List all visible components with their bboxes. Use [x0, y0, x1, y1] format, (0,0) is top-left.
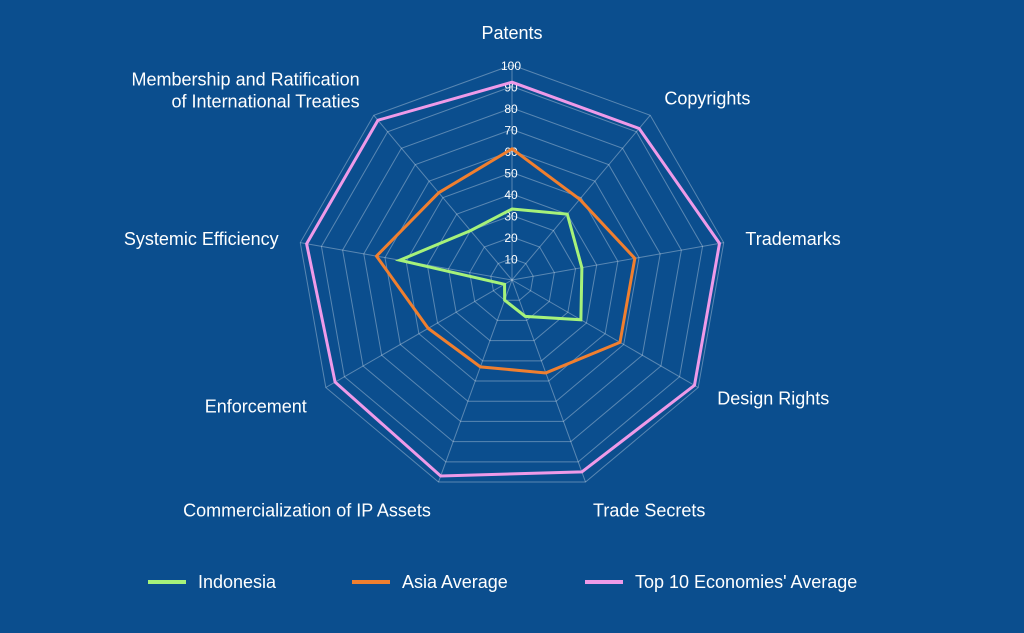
- grid-ring: [426, 193, 598, 362]
- axis-labels: Patents Copyrights Trademarks Design Rights…: [124, 23, 841, 521]
- axis-spoke: [511, 114, 651, 281]
- axis-label: Trademarks: [745, 229, 840, 249]
- tick-label: 20: [504, 231, 518, 245]
- grid-ring: [320, 85, 704, 463]
- axis-label: Copyrights: [664, 88, 750, 108]
- grid-ring: [469, 236, 555, 321]
- legend: Indonesia Asia Average Top 10 Economies' A…: [148, 572, 857, 592]
- tick-label: 100: [501, 59, 521, 73]
- axis-label: Commercialization of IP Assets: [183, 501, 431, 521]
- axis-label: Patents: [481, 23, 542, 43]
- axis-label: Design Rights: [717, 389, 829, 409]
- axis-spoke: [511, 242, 724, 281]
- legend-label: Indonesia: [198, 572, 277, 592]
- axis-label: Trade Secrets: [593, 501, 705, 521]
- grid-ring: [447, 214, 577, 342]
- axis-spoke: [325, 279, 513, 388]
- series-line-top-10-economies-average: [305, 80, 722, 478]
- axis-spoke: [437, 279, 513, 483]
- grid-ring: [405, 171, 619, 382]
- legend-label: Asia Average: [402, 572, 508, 592]
- tick-label: 50: [504, 167, 518, 181]
- legend-label: Top 10 Economies' Average: [635, 572, 857, 592]
- grid-ring: [299, 64, 725, 483]
- grid-ring: [342, 107, 682, 443]
- axis-spoke: [511, 279, 699, 388]
- axis-spoke: [373, 114, 513, 281]
- axis-label: Systemic Efficiency: [124, 229, 279, 249]
- series-line-asia-average: [374, 147, 637, 375]
- tick-label: 80: [504, 102, 518, 116]
- tick-label: 40: [504, 188, 518, 202]
- tick-label: 30: [504, 210, 518, 224]
- grid-ring: [384, 150, 640, 402]
- grid-ring: [363, 128, 661, 422]
- series-lines: [305, 80, 722, 478]
- axis-label: Enforcement: [205, 397, 307, 417]
- axis-spoke: [511, 279, 587, 483]
- series-line-indonesia: [394, 207, 584, 322]
- axis-label: Membership and Ratification of Internatio…: [132, 69, 360, 111]
- grid-ring: [490, 257, 534, 301]
- tick-label: 10: [504, 253, 518, 267]
- tick-label: 60: [504, 145, 518, 159]
- tick-label: 70: [504, 124, 518, 138]
